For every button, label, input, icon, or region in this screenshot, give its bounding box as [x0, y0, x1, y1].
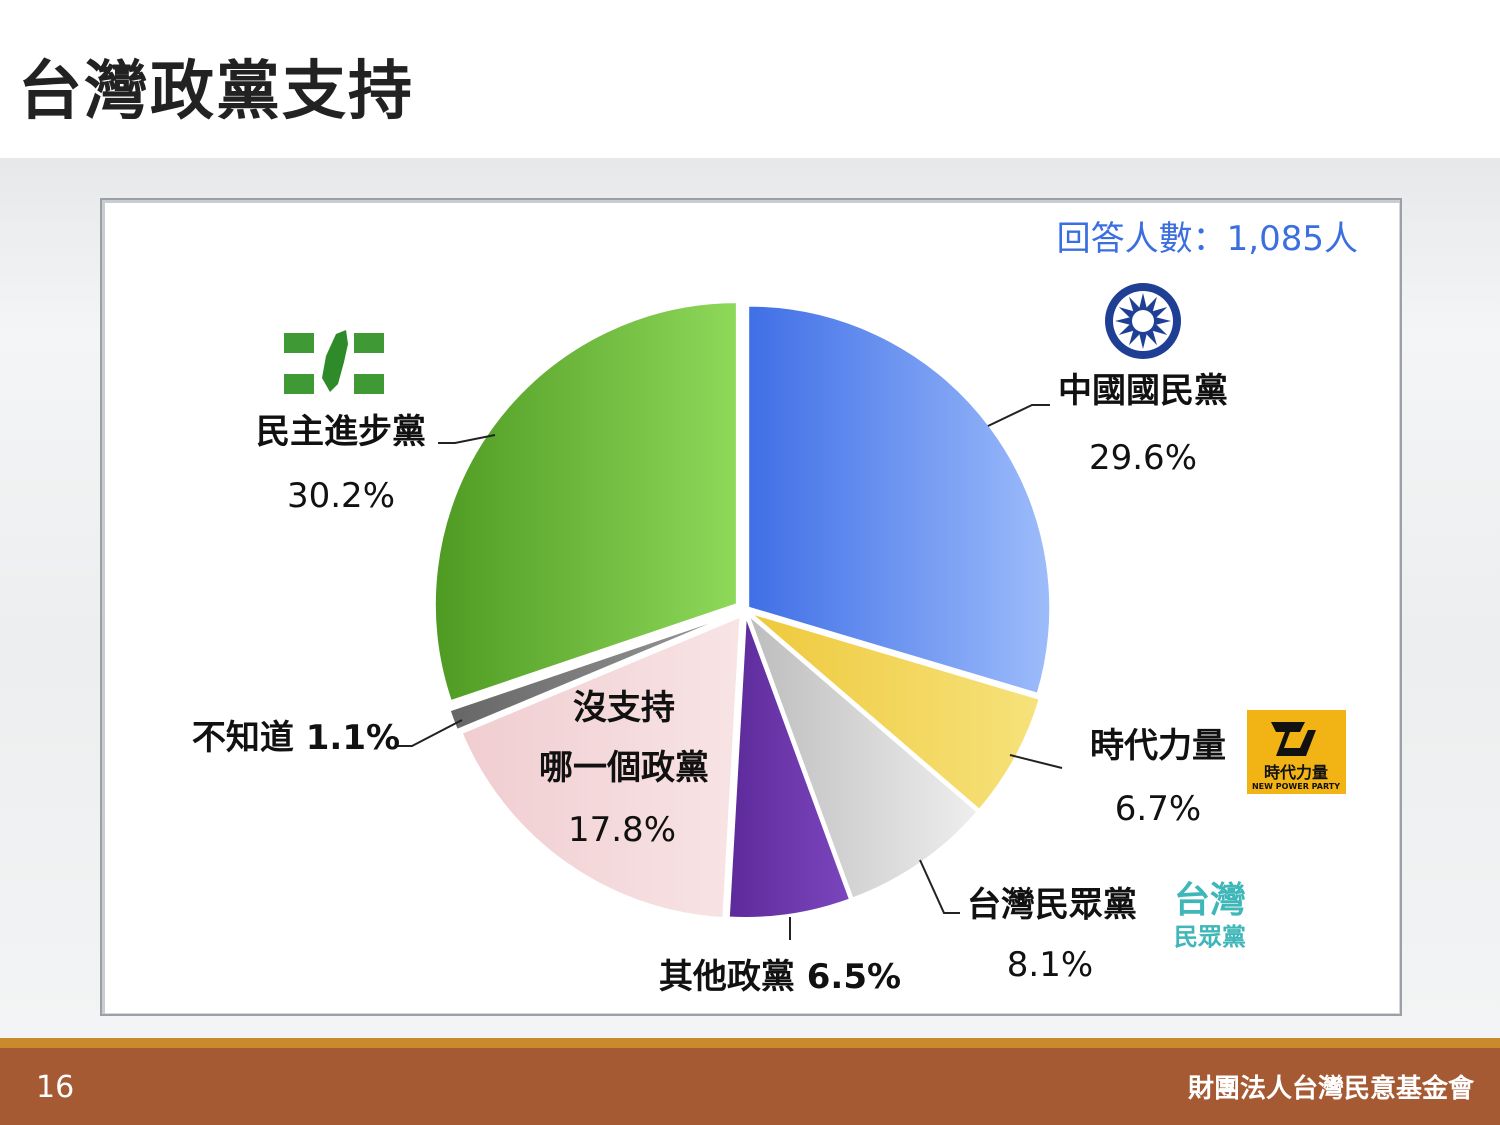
slice-other: [727, 615, 852, 919]
kmt-sun-ray: [1118, 324, 1134, 335]
label-dpp-pct: 30.2%: [287, 476, 395, 516]
slice-kmt: [747, 304, 1052, 695]
slice-dunno: [448, 612, 737, 732]
kmt-sun-ray: [1129, 330, 1140, 346]
kmt-logo: [1105, 283, 1181, 359]
npp-logo-subtext: NEW POWER PARTY: [1252, 782, 1340, 791]
kmt-sun-ray: [1146, 330, 1157, 346]
label-tpp-name: 台灣民眾黨: [967, 885, 1137, 925]
kmt-sun-ray: [1139, 334, 1147, 349]
label-tpp-pct: 8.1%: [1007, 945, 1093, 985]
label-kmt-name: 中國國民黨: [1058, 371, 1228, 411]
page-number: 16: [36, 1070, 75, 1105]
slice-npp: [749, 611, 1041, 812]
dpp-logo: [284, 330, 384, 394]
label-none-pct: 17.8%: [568, 810, 676, 850]
kmt-sun-ray: [1146, 296, 1157, 312]
tpp-logo-top: 台灣: [1174, 880, 1246, 921]
label-none-line1: 沒支持: [573, 688, 675, 728]
npp-logo-text: 時代力量: [1264, 763, 1328, 782]
label-npp-pct: 6.7%: [1115, 789, 1201, 829]
pie-slices: [433, 301, 1052, 920]
footer-bar: [0, 1048, 1500, 1125]
kmt-sun-ray: [1118, 307, 1134, 318]
tpp-logo: 台灣 民眾黨: [1174, 880, 1246, 951]
kmt-sun-ray: [1139, 293, 1147, 308]
respondents-label: 回答人數：1,085人: [1057, 219, 1358, 259]
leader-dpp: [438, 434, 496, 444]
kmt-sun-ray: [1156, 317, 1171, 325]
leader-kmt: [987, 404, 1050, 427]
kmt-sun-ray: [1115, 317, 1130, 325]
page-title: 台灣政黨支持: [18, 55, 414, 129]
leader-npp: [1009, 754, 1063, 769]
label-dunno: 不知道 1.1%: [192, 718, 400, 758]
label-other: 其他政黨 6.5%: [659, 957, 901, 997]
npp-logo: 時代力量 NEW POWER PARTY: [1247, 710, 1346, 794]
tpp-logo-bottom: 民眾黨: [1174, 923, 1246, 951]
label-kmt-pct: 29.6%: [1089, 438, 1197, 478]
label-none-line2: 哪一個政黨: [539, 748, 709, 788]
leader-tpp: [919, 859, 960, 914]
organization-name: 財團法人台灣民意基金會: [1187, 1074, 1474, 1104]
slice-dpp: [433, 301, 738, 703]
leader-dunno: [398, 719, 463, 747]
label-npp-name: 時代力量: [1090, 726, 1226, 766]
kmt-sun-ray: [1152, 324, 1168, 335]
kmt-sun-ray: [1129, 296, 1140, 312]
footer-accent: [0, 1038, 1500, 1048]
slice-none: [460, 614, 742, 920]
kmt-sun-ray: [1152, 307, 1168, 318]
leader-lines: [398, 404, 1063, 940]
label-dpp-name: 民主進步黨: [256, 412, 426, 452]
